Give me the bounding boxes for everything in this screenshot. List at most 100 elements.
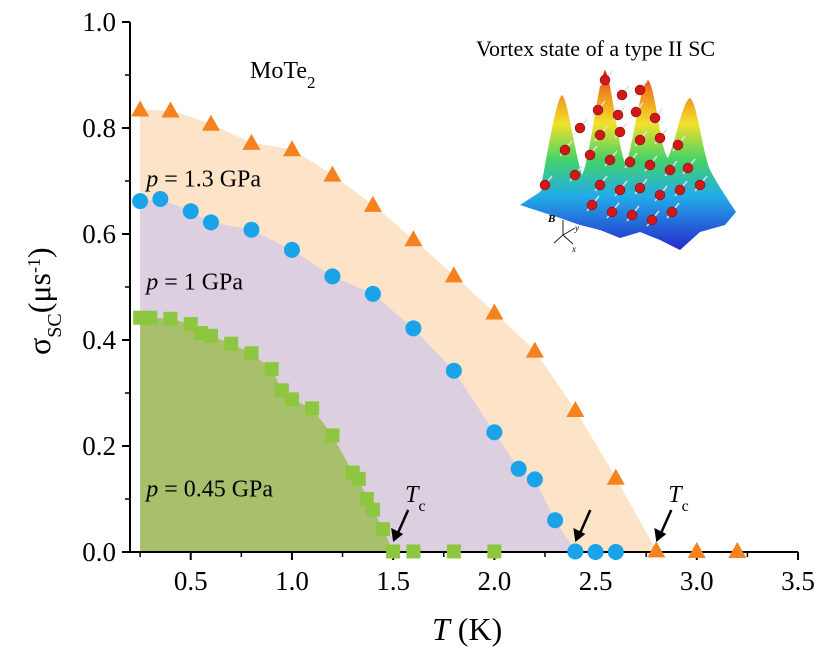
vortex-sphere (654, 189, 666, 201)
vortex-sphere (594, 179, 606, 191)
x-tick-label: 3.5 (781, 566, 814, 596)
inset-axes (553, 220, 576, 245)
y-tick-label: 0.2 (82, 431, 116, 461)
series-label-3: p = 0.45 GPa (144, 476, 273, 502)
point-triangle (404, 230, 423, 247)
point-circle (607, 544, 624, 560)
point-square (264, 362, 279, 377)
point-circle (547, 512, 564, 529)
vortex-sphere (634, 84, 646, 96)
vortex-sphere (626, 209, 638, 221)
x-tick-label: 1.0 (275, 566, 309, 596)
vortex-sphere (592, 104, 604, 116)
vortex-sphere (539, 179, 551, 191)
vortex-sphere (672, 139, 684, 151)
vortex-sphere (586, 199, 598, 211)
point-square (365, 502, 380, 517)
inset-axis-b: B (547, 213, 555, 225)
vortex-sphere (616, 89, 628, 101)
point-circle (324, 268, 341, 285)
inset-title: Vortex state of a type II SC (476, 36, 715, 61)
y-axis-label: σSC(μs-1) (21, 247, 66, 355)
point-triangle (161, 101, 180, 118)
tc-arrowhead (654, 528, 667, 542)
vortex-sphere (634, 134, 646, 146)
y-tick-label: 0.8 (82, 113, 116, 143)
vortex-sphere (694, 179, 706, 191)
point-circle (364, 285, 381, 302)
point-circle (202, 214, 219, 231)
x-tick-label: 2.5 (579, 566, 613, 596)
vortex-sphere (594, 129, 606, 141)
tc-label: Tc (405, 482, 425, 515)
point-triangle (728, 541, 747, 558)
point-square (244, 346, 259, 361)
point-square (376, 522, 391, 537)
point-triangle (687, 541, 706, 558)
point-circle (243, 221, 260, 238)
x-tick-label: 2.0 (477, 566, 511, 596)
series-label-1: p = 1.3 GPa (144, 166, 261, 192)
point-triangle (242, 133, 261, 150)
point-triangle (201, 114, 220, 131)
vortex-sphere (682, 162, 694, 174)
x-tick-label: 0.5 (174, 566, 208, 596)
point-square (325, 428, 340, 443)
vortex-sphere (664, 164, 676, 176)
vortex-sphere (644, 159, 656, 171)
point-circle (445, 362, 462, 379)
point-circle (152, 191, 169, 208)
point-square (406, 544, 421, 559)
x-tick-label: 3.0 (680, 566, 714, 596)
vortex-sphere (569, 169, 581, 181)
point-square (351, 471, 366, 486)
material-label: MoTe2 (250, 58, 315, 92)
x-tick-label: 1.5 (376, 566, 410, 596)
point-triangle (485, 303, 504, 320)
vortex-sphere (559, 144, 571, 156)
point-circle (182, 203, 199, 220)
point-triangle (606, 468, 625, 485)
tc-arrowhead (391, 528, 404, 542)
series-markers (131, 100, 747, 560)
point-square (143, 310, 158, 325)
point-square (163, 311, 178, 326)
vortex-sphere (599, 74, 611, 86)
shaded-areas (140, 99, 657, 552)
y-tick-label: 0.4 (82, 325, 116, 355)
area-3 (140, 307, 394, 552)
vortex-state-inset: B y x Vortex state of a type II SC (476, 36, 736, 254)
inset-axis-y: y (574, 223, 579, 233)
y-tick-label: 0.0 (82, 537, 116, 567)
vortex-sphere (584, 149, 596, 161)
point-square (386, 544, 401, 559)
vortex-sphere (666, 206, 678, 218)
series-label-2: p = 1 GPa (144, 270, 243, 296)
tc-label: Tc (668, 482, 688, 515)
point-square (305, 401, 320, 416)
vortex-sphere (646, 214, 658, 226)
vortex-sphere (654, 132, 666, 144)
point-circle (510, 460, 527, 477)
ticks: 0.5 1.0 1.5 2.0 2.5 3.0 3.5 0.0 0.2 0.4 0.6 0.8 1.0 (82, 7, 814, 596)
point-triangle (323, 165, 342, 182)
point-circle (486, 424, 503, 441)
point-square (203, 328, 218, 343)
point-square (446, 544, 461, 559)
point-triangle (444, 266, 463, 283)
point-square (284, 392, 299, 407)
vortex-sphere (614, 184, 626, 196)
point-circle (567, 543, 584, 560)
series-labels: p = 1.3 GPa p = 1 GPa p = 0.45 GPa (144, 166, 273, 502)
tc-arrowhead (573, 528, 586, 542)
point-circle (283, 241, 300, 258)
vortex-sphere (612, 109, 624, 121)
material-label-text: MoTe2 (250, 58, 315, 92)
vortex-sphere (606, 206, 618, 218)
point-triangle (525, 341, 544, 358)
vortex-sphere (624, 156, 636, 168)
vortex-sphere (574, 122, 586, 134)
vortex-sphere (649, 112, 661, 124)
point-square (359, 492, 374, 506)
